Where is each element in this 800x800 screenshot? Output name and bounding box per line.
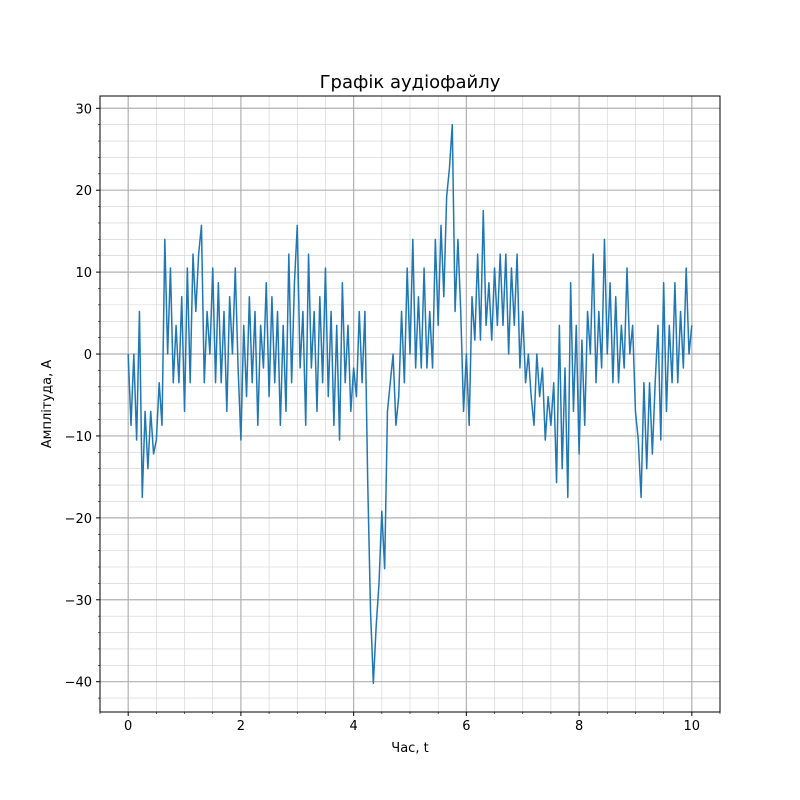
y-tick-label: −40 — [65, 676, 92, 691]
y-tick-label: 0 — [84, 348, 92, 363]
y-tick-label: −10 — [65, 430, 92, 445]
y-tick-label: 30 — [75, 102, 92, 117]
x-tick-label: 2 — [237, 719, 245, 734]
x-tick-label: 6 — [462, 719, 470, 734]
y-tick-label: −30 — [65, 594, 92, 609]
x-tick-label: 8 — [575, 719, 583, 734]
x-axis-label: Час, t — [391, 741, 428, 756]
x-tick-label: 4 — [349, 719, 357, 734]
chart-title: Графік аудіофайлу — [320, 72, 501, 93]
y-tick-label: −20 — [65, 512, 92, 527]
x-tick-label: 0 — [124, 719, 132, 734]
y-tick-label: 20 — [75, 184, 92, 199]
y-axis-label: Амплітуда, A — [40, 360, 55, 449]
plot-frame — [99, 95, 721, 713]
x-tick-label: 10 — [684, 719, 701, 734]
line-series — [127, 123, 693, 685]
y-tick-label: 10 — [75, 266, 92, 281]
